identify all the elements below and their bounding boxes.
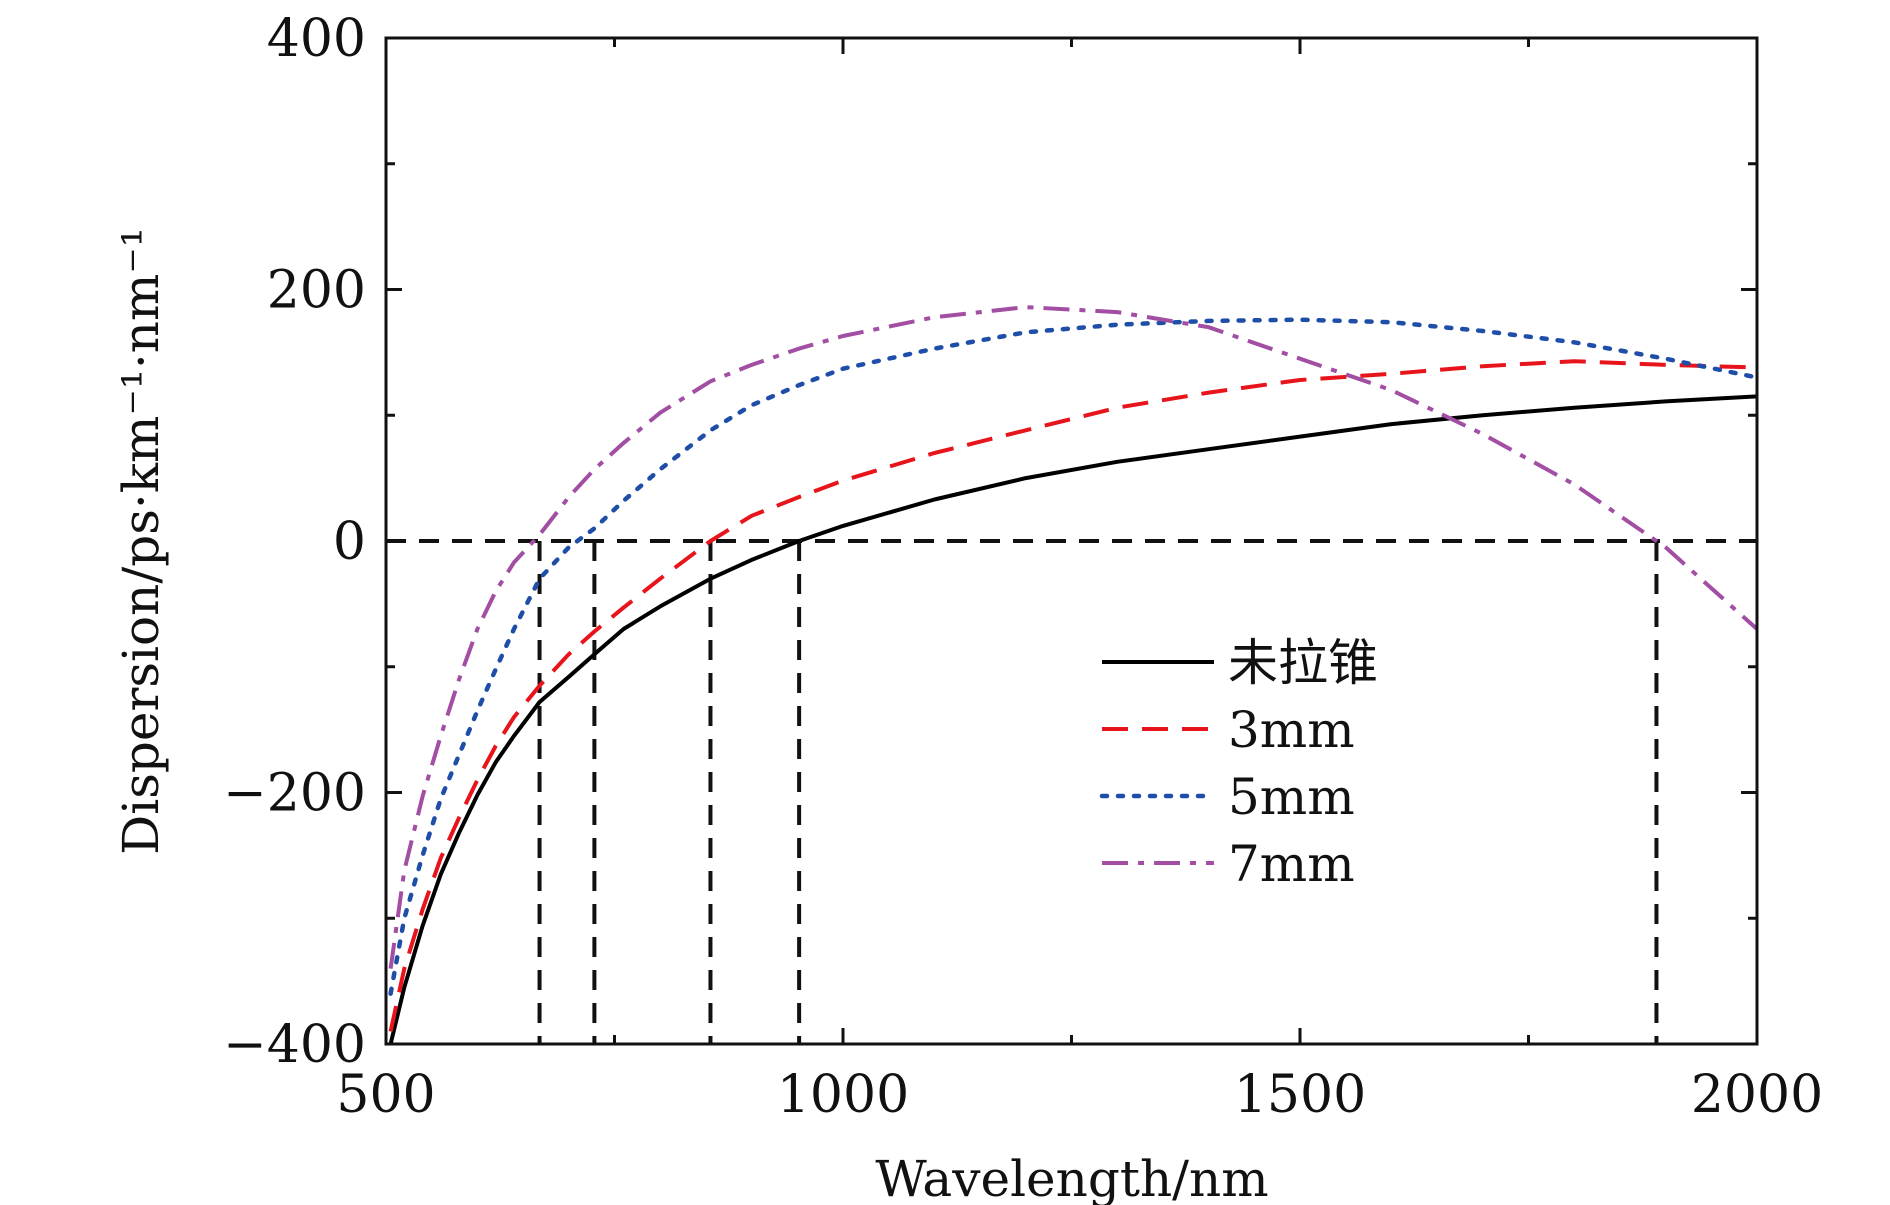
legend-label: 未拉锥 — [1228, 634, 1378, 692]
series-layer — [388, 305, 1757, 1044]
x-axis-title: Wavelength/nm — [875, 1150, 1268, 1205]
legend-label: 3mm — [1228, 701, 1355, 759]
legend: 未拉锥 3mm 5mm 7mm — [1099, 634, 1378, 893]
axis-ticks — [384, 36, 1759, 1046]
x-tick-label: 1500 — [1234, 1065, 1366, 1125]
legend-label: 5mm — [1228, 768, 1355, 826]
series-line-7mm — [388, 305, 1757, 969]
y-tick-label: −200 — [223, 764, 366, 824]
y-tick-label: 200 — [267, 261, 366, 321]
y-axis-title: Dispersion/ps·km⁻¹·nm⁻¹ — [112, 227, 170, 855]
series-line-3mm — [388, 359, 1757, 1032]
series-line-5mm — [388, 317, 1757, 996]
x-tick-label: 1000 — [777, 1065, 909, 1125]
legend-label: 7mm — [1228, 835, 1355, 893]
axis-tick-labels: 500 1000 1500 2000 −400 −200 0 200 400 — [223, 9, 1823, 1125]
reference-lines — [386, 539, 1757, 1044]
x-tick-label: 2000 — [1691, 1065, 1823, 1125]
x-tick-label: 500 — [336, 1065, 435, 1125]
y-tick-label: 0 — [333, 512, 366, 572]
y-tick-label: 400 — [267, 9, 366, 69]
series-line-未拉锥 — [388, 394, 1757, 1044]
y-tick-label: −400 — [223, 1015, 366, 1075]
